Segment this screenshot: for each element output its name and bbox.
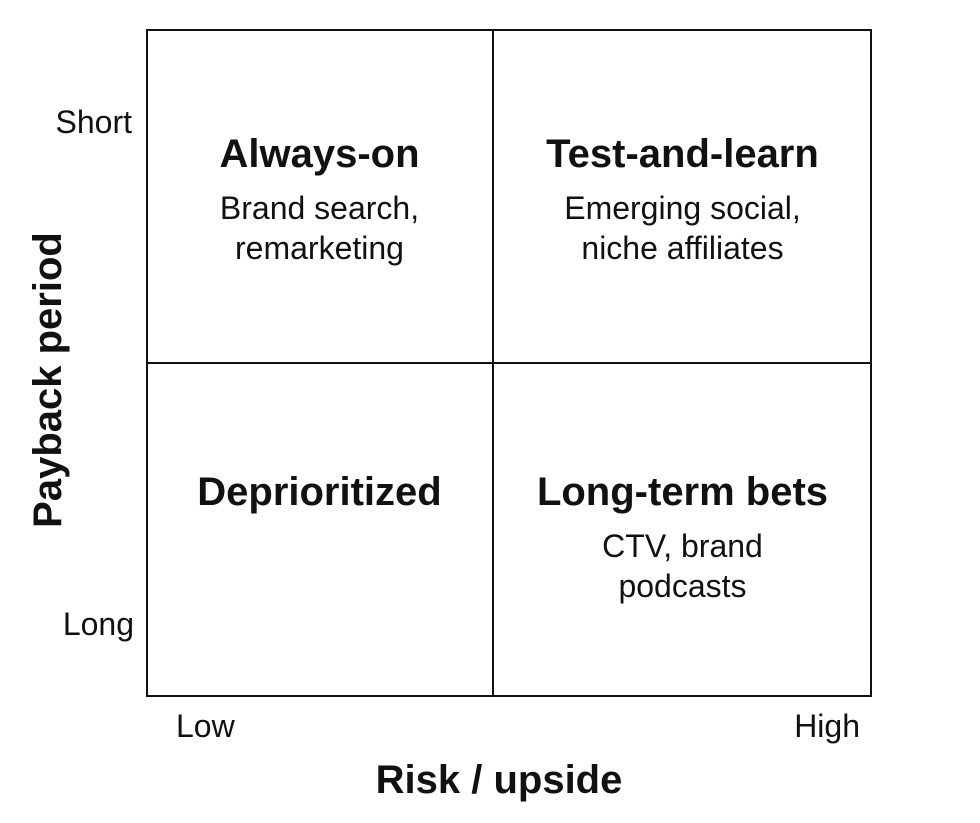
description-line: CTV, brand: [602, 528, 763, 564]
quadrant-description: Brand search, remarketing: [146, 188, 493, 268]
quadrant-long-term-bets: Long-term bets CTV, brand podcasts: [493, 468, 872, 606]
quadrant-title: Always-on: [219, 132, 420, 176]
x-axis-label: Risk / upside: [375, 758, 623, 802]
quadrant-title: Long-term bets: [536, 470, 829, 514]
description-line: niche affiliates: [581, 230, 784, 266]
x-tick-low: Low: [176, 708, 235, 744]
y-tick-long: Long: [62, 606, 134, 642]
description-line: remarketing: [235, 230, 404, 266]
x-tick-high: High: [794, 708, 860, 744]
quadrant-always-on: Always-on Brand search, remarketing: [146, 130, 493, 268]
description-line: Emerging social,: [564, 190, 801, 226]
quadrant-test-and-learn: Test-and-learn Emerging social, niche af…: [493, 130, 872, 268]
quadrant-title: Deprioritized: [197, 470, 442, 514]
description-line: Brand search,: [219, 190, 420, 226]
description-line: podcasts: [618, 568, 747, 604]
horizontal-divider: [146, 362, 872, 364]
quadrant-title: Test-and-learn: [546, 132, 819, 176]
quadrant-deprioritized: Deprioritized: [146, 468, 493, 516]
y-axis-label: Payback period: [26, 232, 70, 528]
y-tick-short: Short: [55, 104, 132, 140]
quadrant-description: Emerging social, niche affiliates: [493, 188, 872, 268]
quadrant-description: CTV, brand podcasts: [493, 526, 872, 606]
